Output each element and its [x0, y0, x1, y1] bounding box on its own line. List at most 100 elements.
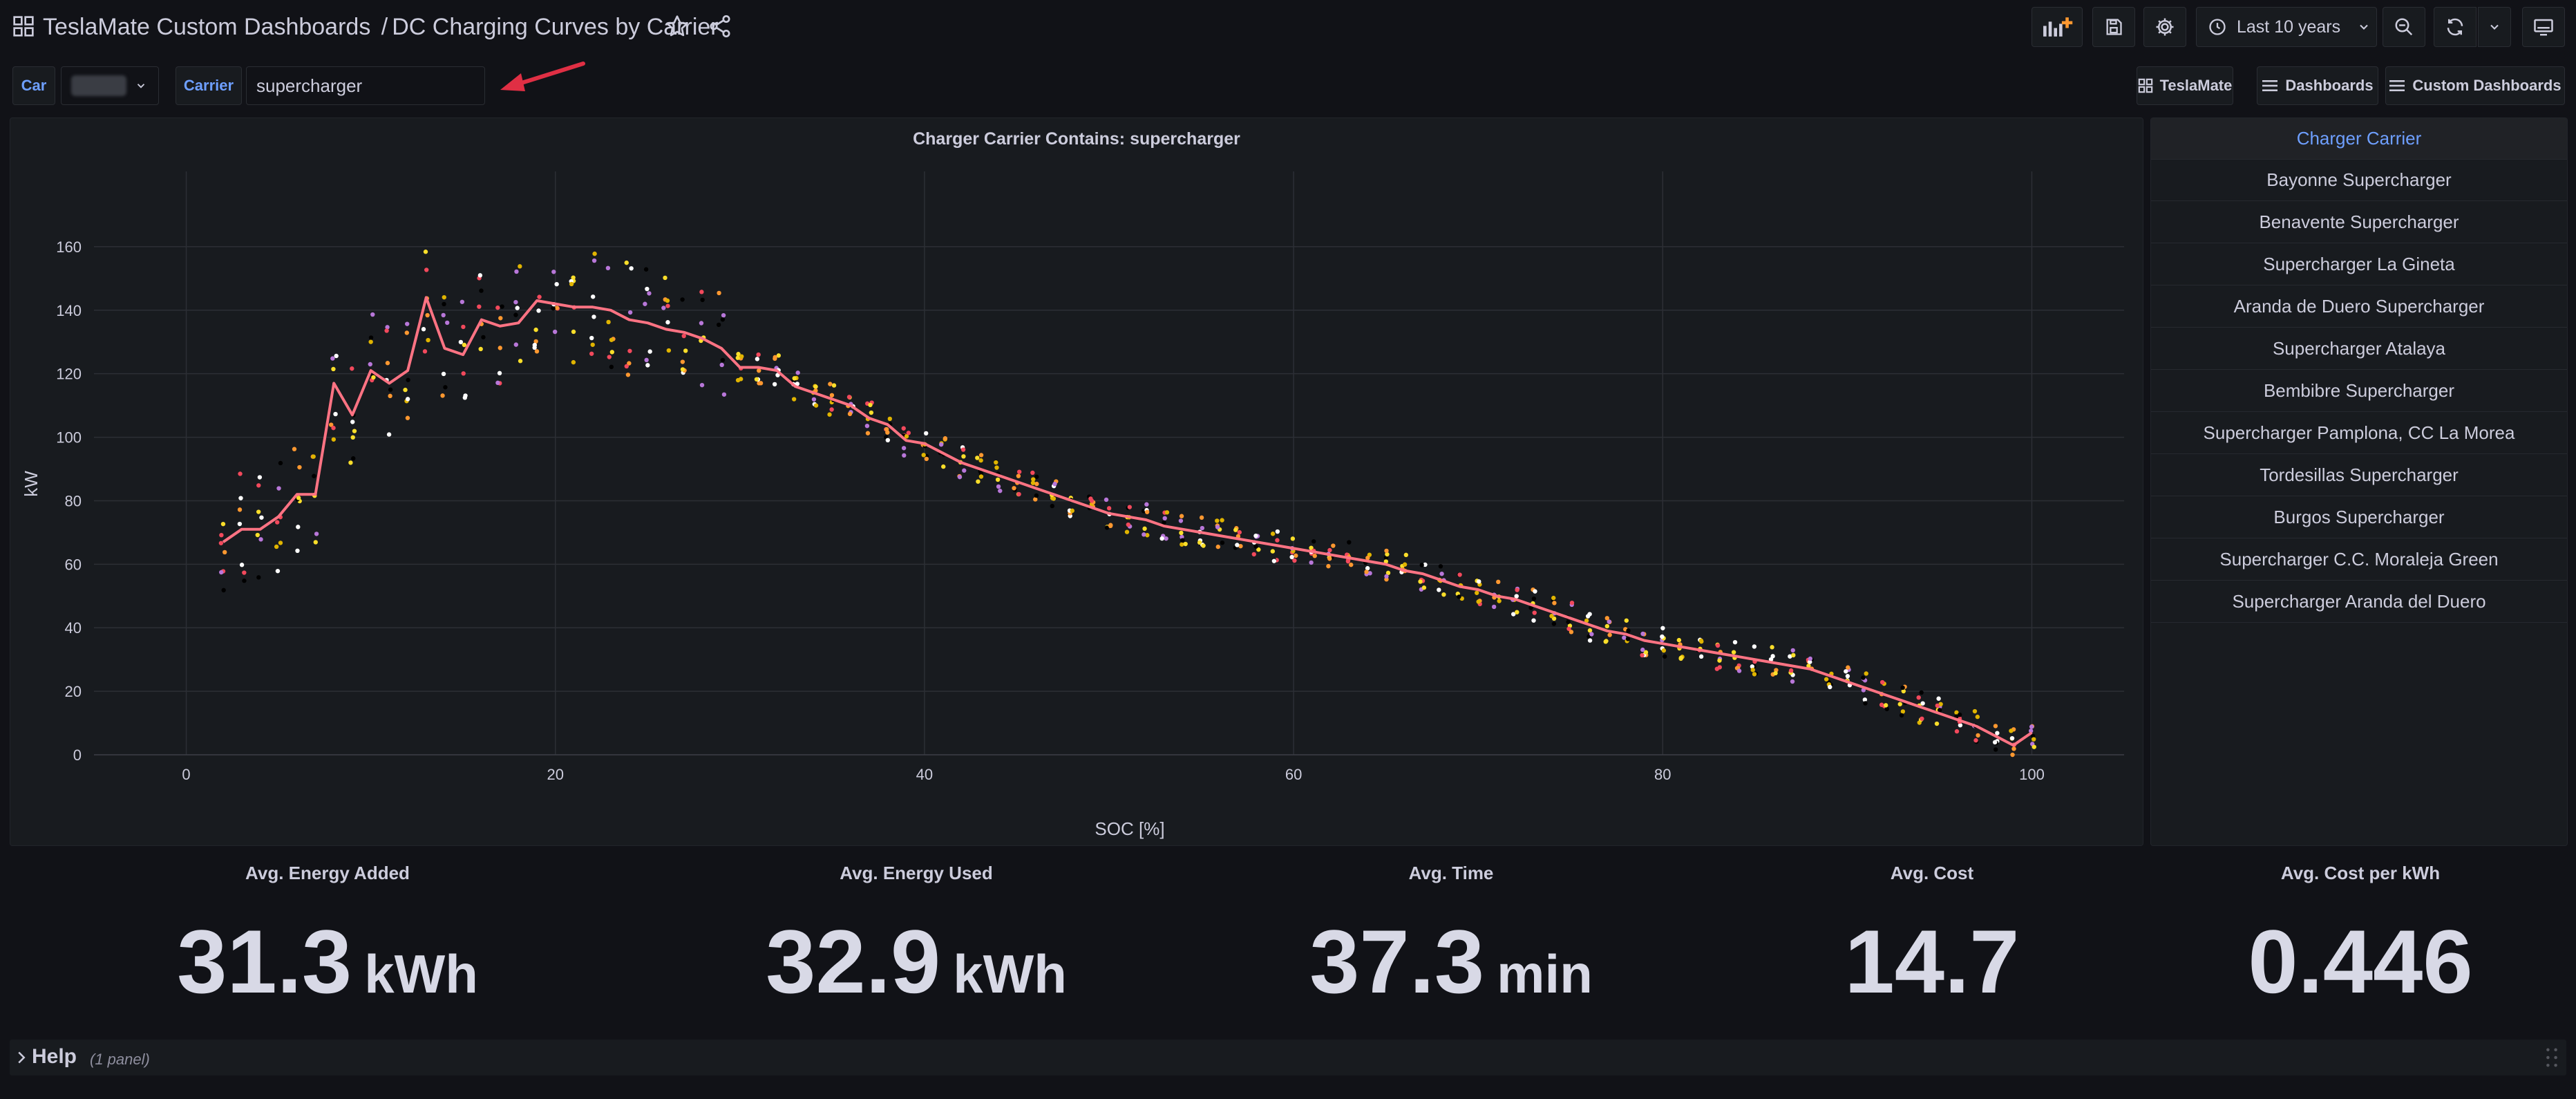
add-panel-button[interactable]	[2032, 7, 2083, 47]
scatter-point	[1532, 610, 1537, 615]
scatter-point	[1640, 652, 1645, 658]
scatter-point	[1884, 706, 1889, 711]
dashboards-link-button[interactable]: Dashboards	[2257, 66, 2378, 105]
help-row[interactable]: Help (1 panel)	[10, 1040, 2566, 1075]
scatter-point	[2009, 729, 2014, 733]
scatter-point	[1419, 563, 1424, 567]
carrier-table-row[interactable]: Tordesillas Supercharger	[2151, 455, 2567, 496]
scatter-point	[1180, 542, 1184, 547]
scatter-point	[904, 434, 909, 439]
carrier-table-row[interactable]: Supercharger C.C. Moraleja Green	[2151, 539, 2567, 581]
share-icon[interactable]	[708, 14, 732, 39]
scatter-point	[425, 312, 430, 318]
carrier-table-row[interactable]: Burgos Supercharger	[2151, 497, 2567, 538]
y-tick-label: 140	[56, 302, 82, 319]
scatter-point	[242, 570, 247, 575]
scatter-point	[1995, 731, 2000, 735]
scatter-point	[350, 435, 355, 440]
scatter-point	[571, 359, 576, 365]
scatter-point	[1164, 536, 1168, 541]
y-tick-label: 120	[56, 366, 82, 383]
zoom-out-button[interactable]	[2383, 7, 2425, 47]
scatter-point	[1551, 621, 1557, 626]
star-icon[interactable]	[665, 14, 690, 39]
stat-unit: min	[1497, 943, 1593, 1004]
scatter-point	[1270, 532, 1276, 536]
scatter-point	[661, 306, 666, 310]
carrier-table-row[interactable]: Bayonne Supercharger	[2151, 160, 2567, 201]
chevron-down-icon	[2360, 24, 2368, 30]
scatter-point	[1365, 555, 1370, 561]
scatter-point	[514, 269, 519, 274]
dashboard-settings-button[interactable]	[2143, 7, 2186, 47]
tv-mode-button[interactable]	[2522, 7, 2565, 47]
scatter-point	[256, 575, 261, 580]
scatter-point	[681, 333, 686, 339]
scatter-point	[1958, 723, 1963, 728]
scatter-point	[368, 361, 372, 367]
scatter-point	[1199, 515, 1204, 520]
carrier-table-row[interactable]: Aranda de Duero Supercharger	[2151, 286, 2567, 328]
carrier-table-header[interactable]: Charger Carrier	[2151, 118, 2567, 160]
scatter-point	[1920, 701, 1925, 706]
time-range-picker[interactable]: Last 10 years	[2196, 7, 2377, 47]
scatter-point	[1179, 514, 1184, 518]
custom-dashboards-link-button[interactable]: Custom Dashboards	[2385, 66, 2565, 105]
scatter-point	[2009, 735, 2015, 741]
scatter-point	[350, 366, 354, 371]
scatter-point	[847, 411, 853, 417]
scatter-point	[1052, 481, 1057, 487]
scatter-point	[442, 301, 446, 307]
scatter-point	[1899, 713, 1904, 718]
scatter-point	[1106, 506, 1112, 511]
scatter-point	[1845, 674, 1850, 679]
scatter-point	[2011, 746, 2016, 751]
scatter-point	[331, 366, 336, 372]
carrier-text-input[interactable]: supercharger	[246, 66, 485, 105]
save-dashboard-button[interactable]	[2092, 7, 2135, 47]
scatter-point	[388, 387, 393, 392]
car-variable-select[interactable]	[61, 66, 159, 105]
carrier-table-row[interactable]: Supercharger Aranda del Duero	[2151, 581, 2567, 623]
scatter-point	[976, 479, 981, 484]
carrier-table-row[interactable]: Supercharger Atalaya	[2151, 328, 2567, 370]
scatter-point	[1584, 618, 1589, 623]
carrier-table-row[interactable]: Bembibre Supercharger	[2151, 370, 2567, 412]
charging-curve-chart[interactable]: 0 20 40 60 80 100 120 140 160 0 20 40 60 80 100 SOC [%]…	[10, 118, 2143, 846]
scatter-point	[334, 353, 339, 359]
dashboard-title[interactable]: DC Charging Curves by Carrier	[392, 14, 719, 40]
carrier-table-row[interactable]: Benavente Supercharger	[2151, 202, 2567, 243]
scatter-point	[1879, 702, 1884, 707]
scatter-point	[1531, 618, 1536, 623]
scatter-point	[1790, 648, 1795, 653]
x-tick-label: 100	[2019, 766, 2045, 783]
scatter-point	[591, 314, 596, 319]
drag-handle-icon[interactable]	[2546, 1048, 2558, 1067]
scatter-point	[1312, 553, 1317, 558]
scatter-point	[1587, 612, 1592, 617]
scatter-point	[1900, 709, 1906, 714]
teslamate-link-button[interactable]: TeslaMate	[2137, 66, 2233, 105]
refresh-interval-dropdown[interactable]	[2478, 7, 2511, 47]
scatter-point	[242, 579, 247, 583]
scatter-point	[975, 455, 980, 460]
scatter-point	[1384, 574, 1389, 579]
scatter-point	[813, 384, 818, 389]
scatter-point	[1034, 474, 1039, 479]
x-tick-label: 0	[182, 766, 190, 783]
carrier-table-row[interactable]: Supercharger Pamplona, CC La Morea	[2151, 413, 2567, 454]
breadcrumb-folder[interactable]: TeslaMate Custom Dashboards	[43, 14, 371, 40]
carrier-table-row[interactable]: Supercharger La Gineta	[2151, 244, 2567, 285]
zoom-out-icon	[2395, 18, 2413, 36]
scatter-point	[239, 563, 245, 567]
scatter-point	[1736, 668, 1742, 673]
dashboard-grid-icon[interactable]	[12, 15, 35, 37]
scatter-point	[495, 380, 500, 386]
scatter-point	[1663, 654, 1667, 659]
scatter-point	[350, 420, 355, 424]
scatter-point	[1552, 601, 1557, 605]
scatter-point	[1678, 655, 1683, 661]
scatter-point	[1331, 543, 1336, 548]
refresh-button[interactable]	[2434, 7, 2476, 47]
scatter-point	[314, 532, 319, 536]
